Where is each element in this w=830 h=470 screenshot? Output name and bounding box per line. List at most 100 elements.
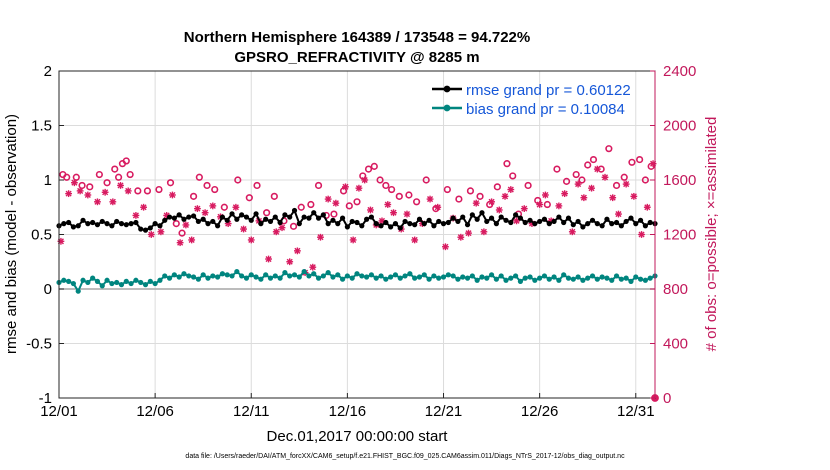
bias-point [575,274,581,280]
bias-point [493,276,499,282]
y-right-tick-label: 2000 [663,118,696,135]
rmse-point [195,218,201,225]
rmse-point [142,227,149,233]
bias-point [479,274,485,280]
bias-point [104,277,110,283]
obs-assimilated-point [488,198,495,206]
rmse-point [498,214,504,220]
tick-layer: 12/01 12/06 12/11 12/16 12/21 12/26 12/31 -1 -0.… [26,63,696,420]
bias-point [426,276,432,282]
bias-point [339,276,346,282]
bias-point [176,274,182,280]
bias-point [450,273,456,279]
bias-point [109,280,115,287]
bias-point [436,275,442,281]
bias-point [344,273,350,279]
rmse-point [517,215,524,221]
bias-point [618,276,624,282]
bias-point [243,275,250,281]
obs-possible-point [628,158,636,166]
rmse-point [229,211,235,217]
obs-assimilated-point [70,179,78,187]
obs-assimilated-point [367,206,374,214]
bias-point [354,271,360,277]
bias-point [239,273,245,279]
rmse-point [541,216,548,222]
obs-possible-point [584,161,592,169]
obs-possible-point [641,176,649,184]
bias-point [229,273,235,279]
bias-point [277,275,283,281]
bias-point [594,276,600,282]
rmse-point [234,216,240,222]
rmse-point [344,224,350,230]
rmse-point [445,219,451,226]
bias-point [219,271,226,277]
obs-assimilated-point [140,203,147,211]
obs-possible-point [364,165,373,173]
obs-assimilated-point [117,182,124,189]
bias-point [61,277,67,283]
rmse-point [364,216,370,222]
rmse-point [109,223,115,229]
rmse-point [373,221,379,227]
rmse-point [407,221,413,227]
rmse-point [455,218,461,225]
bias-point [488,272,495,278]
bias-point [388,274,394,280]
obs-possible-point [466,187,475,195]
obs-possible-point [476,192,484,200]
bias-point [440,274,447,280]
bias-point [522,275,528,281]
rmse-point [263,216,269,222]
rmse-point [224,217,230,223]
rmse-point [378,223,384,229]
bias-point [301,268,307,275]
obs-possible-point [395,192,403,200]
chart-title-line1: Northern Hemisphere 164389 / 173548 = 94… [184,29,530,46]
bias-point [186,273,192,279]
obs-possible-point [63,173,71,181]
bias-point [546,276,552,282]
obs-possible-point [578,176,586,184]
obs-assimilated-point [169,191,176,199]
bias-point [623,275,629,281]
bias-point [503,277,509,283]
rmse-point [311,210,317,216]
rmse-point [75,223,81,229]
rmse-point [253,211,259,217]
bias-point [138,279,144,286]
rmse-point [90,219,96,226]
obs-assimilated-point [561,190,569,198]
obs-assimilated-point [472,199,480,207]
legend-bias-marker [443,104,451,112]
bias-point [94,278,101,284]
x-tick-label: 12/31 [617,403,655,420]
obs-assimilated-point [84,191,92,199]
obs-possible-point [370,162,378,170]
rmse-point [647,219,653,226]
obs-possible-point [493,183,501,191]
obs-assimilated-point [588,184,595,192]
obs-possible-point [330,210,338,218]
obs-assimilated-point [580,194,588,202]
bias-point [359,273,365,279]
obs-assimilated-point [434,203,442,211]
obs-possible-point [95,170,103,179]
bias-point [166,275,173,281]
bias-point [205,275,211,281]
rmse-point [402,218,408,225]
obs-assimilated-point [209,202,217,210]
obs-possible-point [413,198,421,206]
bias-point [392,272,399,278]
bias-point [253,274,259,280]
y-axis-left-label: rmse and bias (model - observation) [3,114,20,354]
rmse-point [503,217,509,223]
obs-assimilated-point [501,192,509,200]
bias-point [296,274,302,280]
rmse-point [239,212,245,218]
rmse-point [66,219,72,226]
bias-point [633,274,639,280]
bias-point [469,273,475,279]
obs-assimilated-point [480,228,488,236]
